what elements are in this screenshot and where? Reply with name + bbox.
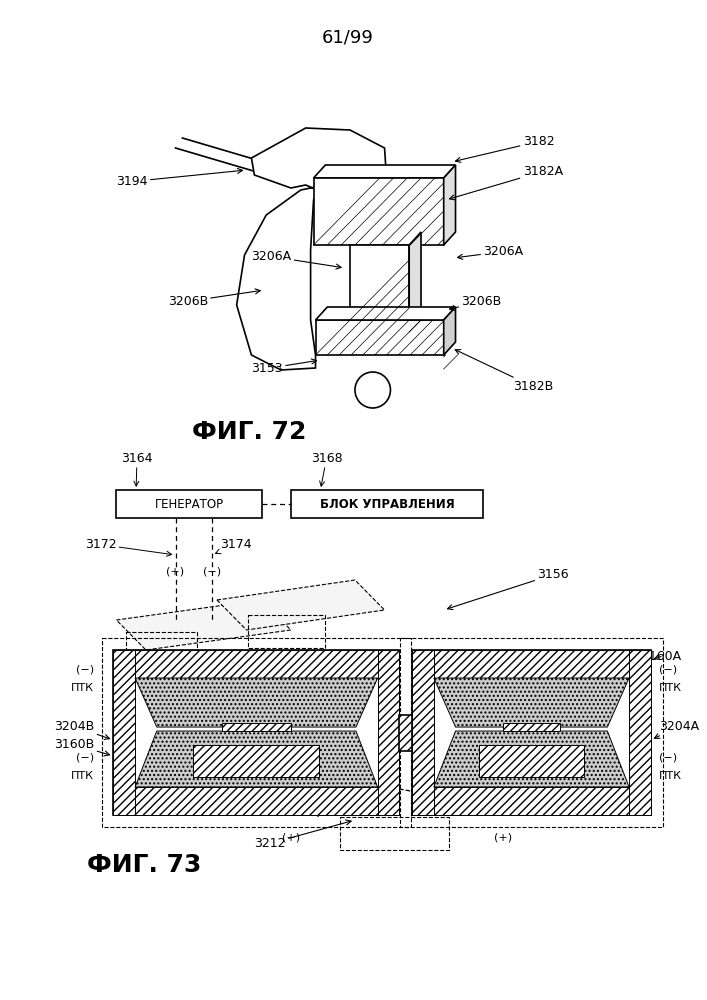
Text: 3172: 3172 [85,538,172,556]
Text: 3204B: 3204B [54,720,110,739]
Polygon shape [237,128,387,370]
Text: (−): (−) [76,753,93,763]
Text: 61/99: 61/99 [322,29,374,47]
Polygon shape [378,650,399,815]
Polygon shape [113,650,135,815]
Text: 3206A: 3206A [252,250,341,269]
Polygon shape [350,245,409,320]
Polygon shape [315,320,444,355]
Text: 3160B: 3160B [54,738,110,756]
Polygon shape [629,650,650,815]
Polygon shape [194,745,320,777]
Text: 3156: 3156 [448,568,569,610]
Text: ПТК: ПТК [659,771,682,781]
Polygon shape [222,723,291,731]
Polygon shape [135,731,378,787]
Polygon shape [135,678,378,727]
Text: 3206A: 3206A [457,245,523,259]
Text: (+): (+) [166,567,185,577]
Text: ПТК: ПТК [659,683,682,693]
Text: 3194: 3194 [117,168,243,188]
Polygon shape [113,787,399,815]
Polygon shape [434,731,629,787]
Polygon shape [412,650,650,815]
Text: (+): (+) [282,832,300,842]
Polygon shape [444,165,455,245]
Text: 3160A: 3160A [641,650,681,663]
Polygon shape [434,678,629,727]
Polygon shape [217,580,385,630]
Polygon shape [313,165,455,178]
Text: (−): (−) [203,567,221,577]
Text: 3174: 3174 [216,538,252,554]
Polygon shape [412,787,650,815]
Polygon shape [479,745,584,777]
Text: ПТК: ПТК [71,771,93,781]
FancyBboxPatch shape [291,490,483,518]
Text: 3204A: 3204A [655,720,699,738]
Text: (+): (+) [493,832,512,842]
Polygon shape [113,650,399,678]
Text: (−): (−) [659,665,677,675]
Text: 3182B: 3182B [455,350,553,393]
Polygon shape [399,714,412,750]
Text: 3206B: 3206B [168,289,260,308]
Text: 3153: 3153 [252,359,317,375]
Text: ФИГ. 72: ФИГ. 72 [192,420,307,444]
Text: БЛОК УПРАВЛЕНИЯ: БЛОК УПРАВЛЕНИЯ [320,497,455,510]
Text: ПТК: ПТК [71,683,93,693]
Polygon shape [117,600,291,650]
Text: 3164: 3164 [122,452,153,486]
Polygon shape [412,650,434,815]
Polygon shape [315,307,455,320]
Text: ГЕНЕРАТОР: ГЕНЕРАТОР [155,497,224,510]
Text: 3182: 3182 [455,135,554,162]
Polygon shape [444,307,455,355]
Polygon shape [409,232,421,320]
Polygon shape [113,650,399,815]
Text: (−): (−) [76,665,93,675]
Text: 3168: 3168 [310,452,342,486]
Text: (−): (−) [659,753,677,763]
Polygon shape [412,650,650,678]
FancyBboxPatch shape [117,490,262,518]
Text: 3206B: 3206B [450,295,502,310]
Text: 3182A: 3182A [450,165,563,200]
Text: 3212: 3212 [255,820,351,850]
Polygon shape [313,178,444,245]
Text: ФИГ. 73: ФИГ. 73 [87,853,201,877]
Polygon shape [503,723,560,731]
